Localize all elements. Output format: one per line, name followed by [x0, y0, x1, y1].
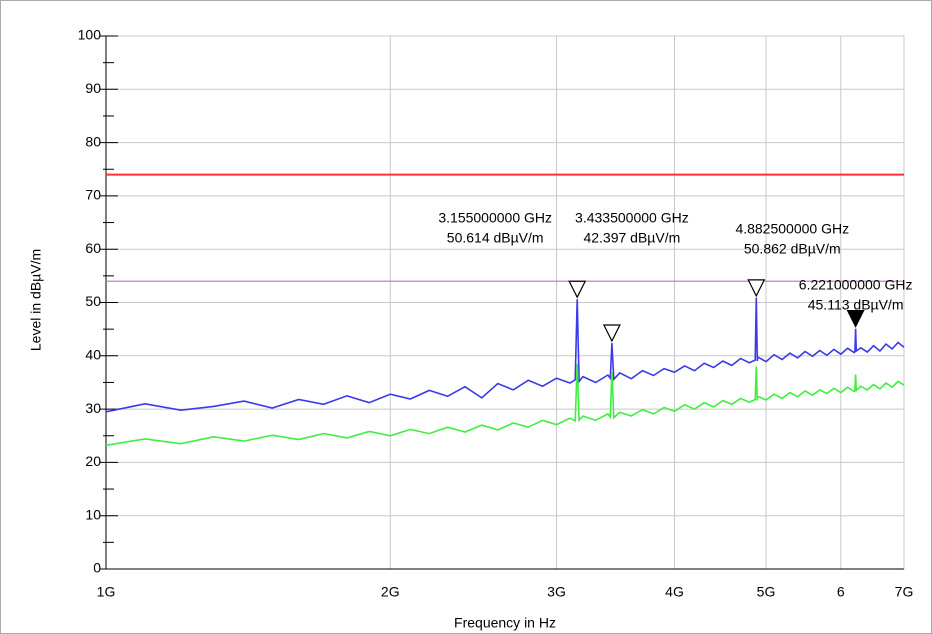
- y-tick-label: 0: [93, 560, 101, 576]
- y-tick-label: 20: [85, 453, 101, 469]
- x-tick-label: 6: [837, 584, 845, 600]
- marker-level: 42.397 dBµV/m: [583, 230, 680, 246]
- y-tick-label: 90: [85, 80, 101, 96]
- y-tick-label: 70: [85, 187, 101, 203]
- y-tick-label: 40: [85, 347, 101, 363]
- series-line: [105, 297, 905, 413]
- marker-frequency: 3.433500000 GHz: [575, 210, 689, 226]
- marker: [747, 279, 766, 298]
- marker-level: 50.862 dBµV/m: [744, 241, 841, 257]
- marker-level: 50.614 dBµV/m: [447, 230, 544, 246]
- x-tick-label: 2G: [381, 584, 400, 600]
- marker-level: 45.113 dBµV/m: [808, 297, 904, 313]
- marker: [846, 309, 865, 328]
- x-tick-label: 3G: [547, 584, 566, 600]
- y-axis-title: Level in dBµV/m: [28, 249, 44, 351]
- marker: [602, 324, 621, 343]
- marker-frequency: 4.882500000 GHz: [735, 221, 849, 237]
- x-tick-label: 7G: [895, 584, 914, 600]
- marker-frequency: 3.155000000 GHz: [438, 210, 552, 226]
- y-tick-label: 10: [85, 506, 101, 522]
- x-axis-title: Frequency in Hz: [454, 615, 556, 631]
- y-tick-label: 60: [85, 240, 101, 256]
- marker: [568, 280, 587, 299]
- x-tick-label: 5G: [757, 584, 776, 600]
- x-tick-label: 4G: [665, 584, 684, 600]
- series-line: [105, 363, 905, 447]
- x-tick-label: 1G: [97, 584, 116, 600]
- marker-frequency: 6.221000000 GHz: [799, 277, 913, 293]
- y-tick-label: 50: [85, 293, 101, 309]
- y-tick-label: 30: [85, 400, 101, 416]
- y-tick-label: 80: [85, 133, 101, 149]
- y-tick-label: 100: [78, 27, 102, 43]
